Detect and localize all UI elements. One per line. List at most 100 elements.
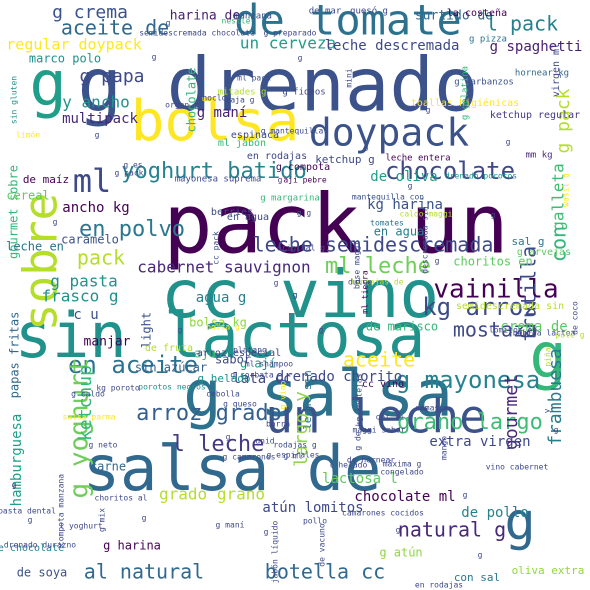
cloud-word: g es [123, 161, 142, 170]
cloud-word: ketchup g [315, 153, 375, 166]
cloud-word: choritos al [95, 494, 148, 503]
cloud-word: choritos en [453, 255, 532, 269]
cloud-word: mitades g [218, 88, 267, 98]
cloud-word: g crema [52, 2, 128, 23]
cloud-word: g drenado [78, 43, 479, 129]
cloud-word: g [166, 19, 171, 28]
cloud-word: g mayonesa [396, 366, 541, 394]
cloud-word: drenado porotos [445, 172, 517, 181]
cloud-word: caldo maggi [400, 210, 453, 219]
cloud-word: g [491, 211, 496, 220]
cloud-word: oliva extra [512, 564, 585, 577]
cloud-word: frambuesa [545, 348, 566, 446]
cloud-word: vainilla [433, 275, 558, 305]
cloud-word: en agua [227, 212, 269, 223]
cloud-word: nestlé [222, 16, 251, 26]
cloud-word: bolsa [131, 89, 300, 154]
cloud-word: papas fritas [8, 312, 22, 399]
cloud-word: limón [16, 130, 40, 140]
cloud-word: máxima g [383, 460, 422, 469]
cloud-word: jabón líquido [270, 521, 280, 584]
cloud-word: bolsa g [206, 323, 240, 332]
cloud-word: pollo [303, 517, 327, 526]
cloud-word: descremada sin [421, 206, 430, 274]
cloud-word: damasco [415, 404, 449, 413]
cloud-word: kg lentejas [355, 373, 364, 426]
cloud-word: marco polo [29, 52, 101, 66]
cloud-word: y ancho [62, 93, 129, 112]
cloud-word: sal g [511, 235, 544, 248]
cloud-word: g caldo [71, 390, 105, 399]
cloud-word: g de [354, 431, 363, 450]
cloud-word: unid [255, 437, 274, 446]
cloud-word: g [95, 131, 100, 140]
cloud-word: multipack [62, 111, 138, 127]
cloud-word: de soya [17, 566, 68, 580]
cloud-word: sabor [215, 353, 251, 367]
cloud-word: de marisco [366, 320, 438, 334]
cloud-word: g [293, 291, 298, 300]
cloud-word: g garbanzos [454, 78, 514, 88]
cloud-word: plátano [233, 346, 267, 355]
cloud-word: g helado [198, 372, 251, 385]
cloud-word: atún lomitos [262, 500, 363, 516]
cloud-word: g maní [216, 521, 245, 530]
cloud-word: g vino [279, 380, 288, 409]
cloud-word: l helado [329, 461, 368, 470]
cloud-word: original g [277, 244, 325, 253]
cloud-word: lata cc [232, 371, 291, 387]
cloud-word: natural g [398, 518, 506, 542]
cloud-word: g [426, 106, 431, 115]
cloud-word: con sal [454, 571, 500, 584]
cloud-word: largo y [291, 391, 312, 467]
cloud-word: hornear kg [515, 69, 569, 79]
cloud-word: dulce [348, 278, 372, 287]
cloud-word: g spaghetti [490, 39, 583, 55]
cloud-word: leche sin [301, 370, 314, 430]
cloud-word: salsa de [83, 432, 382, 505]
cloud-word: semidescremada sin [456, 301, 564, 312]
cloud-word: kg harina [367, 197, 443, 213]
cloud-word: cc vino [362, 379, 404, 390]
cloud-word: congelado [380, 468, 424, 477]
cloud-word: ancho kg [62, 200, 129, 216]
cloud-word: ml shampoo [245, 360, 293, 369]
cloud-word: g pasta [50, 272, 117, 291]
cloud-word: leche semidescremada [253, 233, 494, 257]
cloud-word: g pack [553, 88, 574, 153]
cloud-word: ml leche [325, 254, 431, 279]
cloud-word: salsa parma [63, 413, 116, 422]
cloud-word: g camarones [223, 453, 276, 462]
cloud-word: g gelatina [461, 66, 471, 120]
cloud-word: en rodajas [247, 151, 307, 162]
cloud-word: camarones cocidos [342, 509, 424, 518]
cloud-word: gourmet sobre [7, 165, 21, 259]
cloud-word: barra [266, 420, 290, 429]
cloud-word: galleta [549, 163, 568, 230]
cloud-word: ketchup [75, 365, 96, 441]
cloud-word: g [364, 143, 369, 152]
cloud-word: mini [345, 68, 354, 87]
cloud-word: arroz grado [136, 401, 282, 426]
cloud-word: de chocolate [0, 543, 64, 554]
cloud-word: bolsa kg [189, 316, 247, 330]
cloud-word: aceite [343, 348, 415, 372]
cloud-word: g papa [79, 66, 144, 87]
cloud-word: ajo [194, 347, 216, 361]
cloud-word: lactosa l [322, 471, 398, 487]
cloud-word: mayonesa suprema [175, 175, 262, 185]
cloud-word: g [152, 53, 157, 62]
cloud-word: cc pack [212, 231, 221, 265]
cloud-word: crema de [500, 319, 567, 335]
cloud-word: un cerveza [240, 34, 336, 53]
cloud-word: g corbata [230, 371, 274, 380]
cloud-word: carne [90, 460, 126, 474]
cloud-word: sin lactosa [15, 299, 426, 372]
cloud-word: quesó g [350, 6, 388, 17]
cloud-word: g margarina [260, 194, 320, 204]
cloud-word: g preparado [264, 29, 317, 38]
cloud-word: al natural [84, 560, 204, 584]
cloud-word: berries [211, 207, 253, 218]
cloud-word: wasil g [562, 173, 571, 207]
